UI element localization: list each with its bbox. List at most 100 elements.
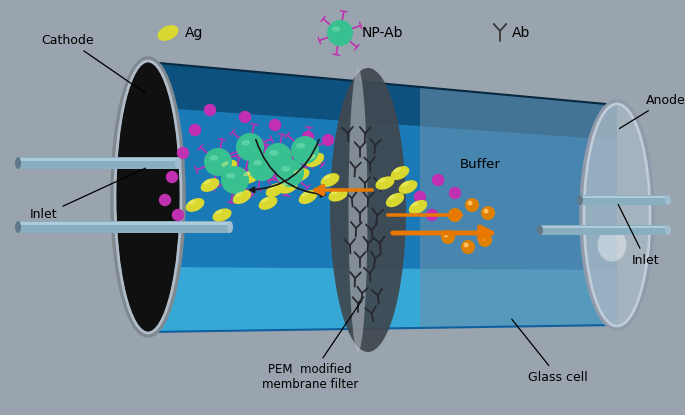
Ellipse shape xyxy=(378,178,386,182)
Ellipse shape xyxy=(290,168,310,182)
Polygon shape xyxy=(148,267,617,332)
Ellipse shape xyxy=(332,27,340,32)
Circle shape xyxy=(190,124,201,136)
Ellipse shape xyxy=(282,166,290,171)
Ellipse shape xyxy=(296,143,306,149)
Ellipse shape xyxy=(327,20,353,46)
Circle shape xyxy=(173,210,184,220)
Circle shape xyxy=(465,198,479,212)
Ellipse shape xyxy=(537,225,543,235)
Ellipse shape xyxy=(215,210,223,214)
Ellipse shape xyxy=(331,190,339,194)
Circle shape xyxy=(177,147,188,159)
Ellipse shape xyxy=(261,198,269,203)
Ellipse shape xyxy=(221,166,249,194)
Text: Anode: Anode xyxy=(619,93,685,129)
Ellipse shape xyxy=(665,195,671,205)
Ellipse shape xyxy=(393,168,401,173)
Ellipse shape xyxy=(264,143,292,171)
Circle shape xyxy=(484,208,488,213)
Circle shape xyxy=(323,134,334,146)
Ellipse shape xyxy=(240,171,260,183)
Ellipse shape xyxy=(175,157,181,169)
Ellipse shape xyxy=(279,180,297,194)
Ellipse shape xyxy=(301,191,309,197)
Ellipse shape xyxy=(219,160,237,174)
Ellipse shape xyxy=(116,62,180,332)
Ellipse shape xyxy=(375,176,395,190)
Ellipse shape xyxy=(201,178,219,192)
Ellipse shape xyxy=(269,184,275,190)
Circle shape xyxy=(464,242,469,247)
Ellipse shape xyxy=(390,166,410,180)
Text: Inlet: Inlet xyxy=(619,205,660,266)
Polygon shape xyxy=(148,62,617,332)
Circle shape xyxy=(451,210,456,215)
Ellipse shape xyxy=(291,136,319,164)
Ellipse shape xyxy=(409,200,427,214)
Circle shape xyxy=(467,200,473,205)
Bar xyxy=(18,221,230,233)
Ellipse shape xyxy=(227,221,233,233)
Ellipse shape xyxy=(241,140,250,146)
Text: PEM  modified
membrane filter: PEM modified membrane filter xyxy=(262,302,360,391)
Bar xyxy=(18,222,230,225)
Text: NP-Ab: NP-Ab xyxy=(362,26,403,40)
Ellipse shape xyxy=(269,150,278,156)
Ellipse shape xyxy=(321,173,339,187)
Bar xyxy=(18,157,178,169)
Ellipse shape xyxy=(259,196,277,210)
Ellipse shape xyxy=(399,180,417,194)
Ellipse shape xyxy=(209,155,219,161)
Circle shape xyxy=(269,120,280,130)
Ellipse shape xyxy=(203,180,211,185)
Ellipse shape xyxy=(236,133,264,161)
Polygon shape xyxy=(420,87,617,328)
Text: Cathode: Cathode xyxy=(42,34,146,93)
Ellipse shape xyxy=(597,229,626,261)
Circle shape xyxy=(414,191,425,203)
Circle shape xyxy=(427,210,438,220)
Ellipse shape xyxy=(15,221,21,233)
Ellipse shape xyxy=(323,175,331,179)
Circle shape xyxy=(441,230,455,244)
Text: Ab: Ab xyxy=(512,26,530,40)
Ellipse shape xyxy=(276,159,304,187)
Circle shape xyxy=(480,235,486,241)
Circle shape xyxy=(449,188,460,198)
Ellipse shape xyxy=(293,170,301,174)
Circle shape xyxy=(160,195,171,205)
Ellipse shape xyxy=(266,183,284,197)
Bar xyxy=(18,158,178,161)
Circle shape xyxy=(240,112,251,122)
Text: Glass cell: Glass cell xyxy=(512,319,588,383)
Ellipse shape xyxy=(248,153,276,181)
Ellipse shape xyxy=(665,225,671,235)
Ellipse shape xyxy=(233,190,251,204)
Bar xyxy=(580,195,668,205)
Ellipse shape xyxy=(299,190,317,204)
Text: Ag: Ag xyxy=(185,26,203,40)
Ellipse shape xyxy=(186,198,204,212)
Ellipse shape xyxy=(585,105,649,325)
Circle shape xyxy=(303,132,314,142)
Bar xyxy=(580,196,668,198)
Circle shape xyxy=(205,105,216,115)
Ellipse shape xyxy=(577,195,583,205)
Ellipse shape xyxy=(386,193,404,207)
FancyArrowPatch shape xyxy=(249,139,319,192)
Ellipse shape xyxy=(158,25,178,41)
FancyArrowPatch shape xyxy=(256,139,325,197)
Bar xyxy=(540,226,668,228)
Polygon shape xyxy=(148,62,617,140)
Ellipse shape xyxy=(328,188,347,202)
Circle shape xyxy=(443,232,449,237)
Ellipse shape xyxy=(401,181,409,186)
Circle shape xyxy=(432,174,443,186)
Circle shape xyxy=(481,206,495,220)
Ellipse shape xyxy=(308,154,316,160)
Ellipse shape xyxy=(253,160,262,166)
Text: Buffer: Buffer xyxy=(460,159,501,171)
Ellipse shape xyxy=(212,208,232,222)
Ellipse shape xyxy=(306,153,324,167)
